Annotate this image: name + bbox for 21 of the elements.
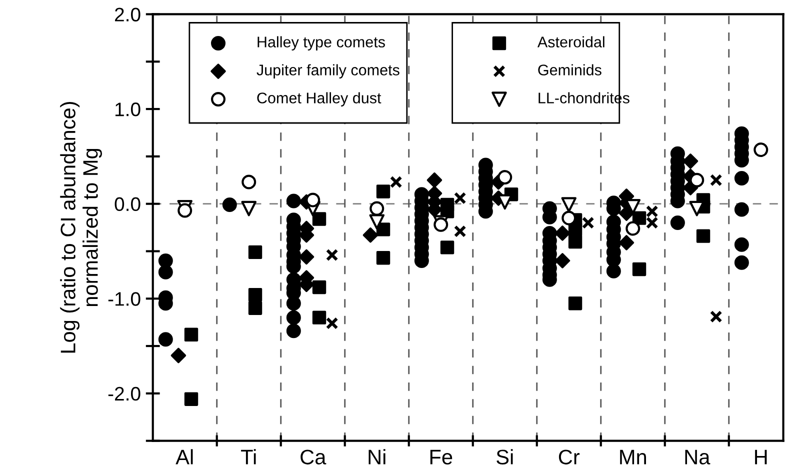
x-tick-label: Al [176,449,193,464]
legend-label: Comet Halley dust [257,92,382,106]
x-tick-label: Ni [368,449,386,464]
x-tick-label: Si [496,449,513,464]
x-tick-label: Mn [620,450,646,464]
x-tick-label: Ti [241,449,256,464]
y-axis-title: Log (ratio to CI abundance) normalized to Mg [60,102,102,353]
x-tick-label: Fe [430,450,452,464]
legend-label: Halley type comets [258,36,385,50]
x-tick-label: H [755,450,767,464]
legend-label: Jupiter family comets [256,64,400,78]
x-tick-label: Ca [300,450,326,464]
y-tick-label: 0.0 [114,197,140,212]
x-tick-label: Na [685,450,710,464]
x-tick-label: Cr [558,450,580,464]
legend-label: Geminids [538,64,602,76]
y-tick-label: -1.0 [108,292,140,306]
y-tick-label: 1.0 [116,102,140,116]
y-tick-label: 2.0 [115,8,140,22]
y-tick-label: -2.0 [108,386,140,401]
legend-label: Asteroidal [537,36,604,48]
